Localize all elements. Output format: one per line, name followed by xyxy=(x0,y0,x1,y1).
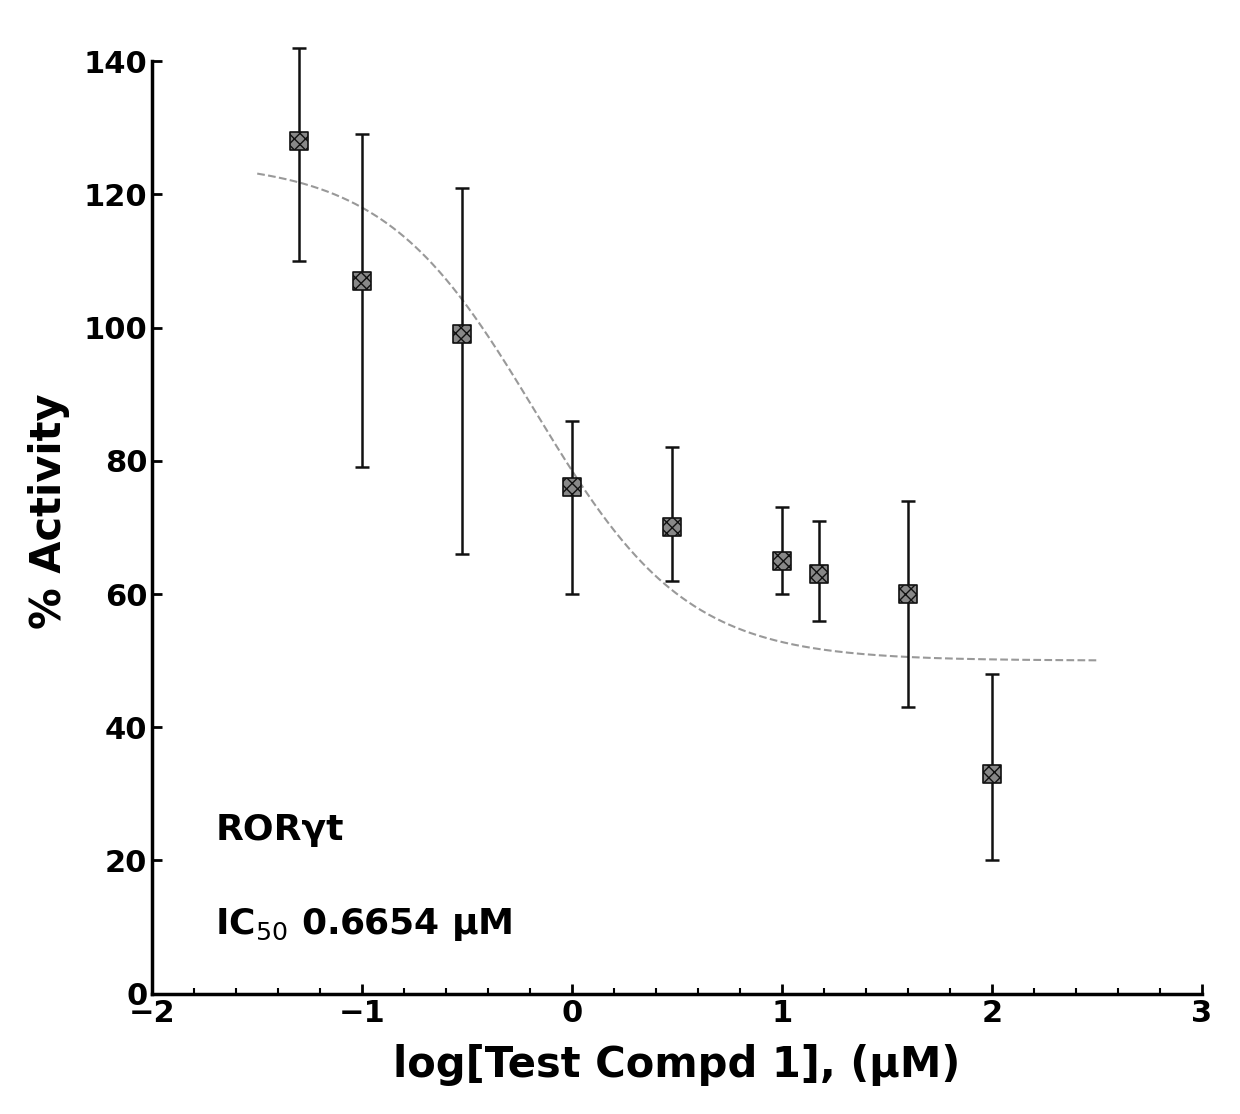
Point xyxy=(453,325,472,343)
Point xyxy=(662,518,682,536)
Point xyxy=(773,551,792,569)
Text: RORγt: RORγt xyxy=(216,813,343,848)
Y-axis label: % Activity: % Activity xyxy=(27,393,69,628)
Point xyxy=(808,565,828,583)
Point xyxy=(352,272,372,290)
Point xyxy=(289,133,309,150)
Text: IC$_{50}$ 0.6654 μM: IC$_{50}$ 0.6654 μM xyxy=(216,906,513,942)
Point xyxy=(562,479,582,497)
Point xyxy=(898,585,918,603)
Point xyxy=(982,765,1002,783)
X-axis label: log[Test Compd 1], (μM): log[Test Compd 1], (μM) xyxy=(393,1044,961,1086)
